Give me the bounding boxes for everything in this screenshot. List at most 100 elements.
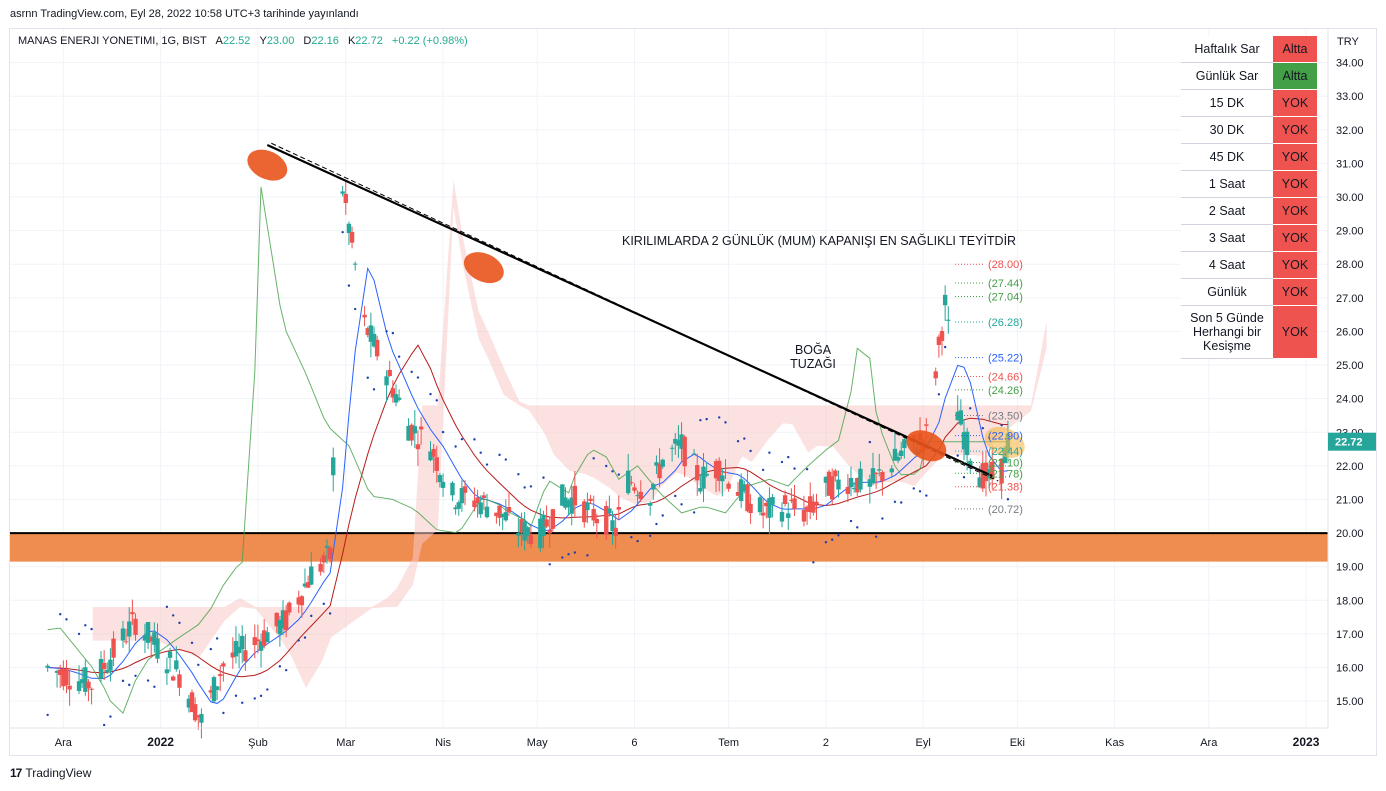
sar-dot [241, 701, 244, 704]
sar-dot [165, 605, 169, 609]
sar-dot [592, 457, 595, 460]
signal-status: YOK [1273, 143, 1317, 171]
candle-body [657, 463, 662, 479]
touch-mark [984, 426, 1025, 458]
candle-body [826, 471, 832, 496]
candle-body [946, 319, 951, 321]
candle-body [695, 465, 700, 481]
candle-body [638, 491, 643, 499]
footer[interactable]: 17 TradingView [10, 766, 91, 780]
touch-mark [247, 149, 288, 181]
sar-dot [171, 614, 175, 617]
signal-row: 4 Saat YOK [1181, 251, 1317, 279]
y-tick-label: 26.00 [1336, 326, 1364, 338]
y-tick-label: 19.00 [1336, 562, 1364, 574]
signal-name: 3 Saat [1181, 224, 1273, 252]
sar-dot [912, 487, 915, 490]
candle-body [673, 438, 678, 444]
sar-dot [617, 473, 620, 476]
sar-dot [749, 449, 752, 453]
x-tick-label: Eyl [916, 737, 931, 749]
signal-name: Günlük [1181, 278, 1273, 306]
candle-body [999, 458, 1004, 484]
candle-body [745, 484, 750, 512]
y-tick-label: 27.00 [1336, 293, 1364, 305]
candle-body [635, 495, 640, 497]
chart-frame[interactable] [9, 28, 1377, 756]
candle-body [406, 425, 411, 441]
x-tick-label: 2 [823, 737, 829, 749]
candle-body [170, 676, 176, 681]
sar-dot [837, 534, 840, 537]
x-tick-label: Şub [248, 737, 268, 749]
candle-body [478, 502, 483, 515]
candle-body [305, 582, 311, 588]
sar-dot [454, 445, 457, 448]
candle-body [588, 498, 593, 502]
candle-body [456, 502, 461, 509]
candle-body [594, 518, 600, 524]
close-value: 22.72 [355, 35, 383, 47]
candle-body [632, 487, 637, 491]
parabolic-sar [46, 230, 1010, 727]
sar-dot [523, 486, 526, 489]
candle-body [396, 397, 402, 400]
sar-dot [460, 437, 464, 441]
candle-body [968, 460, 973, 466]
x-tick-label: Eki [1010, 737, 1025, 749]
sar-dot [391, 331, 395, 335]
candle-body [713, 461, 719, 479]
candle-body [541, 514, 546, 537]
sar-dot [962, 476, 966, 479]
sar-dot [385, 330, 388, 333]
signal-name: Son 5 Günde Herhangi bir Kesişme [1181, 305, 1273, 359]
sar-dot [121, 679, 125, 683]
sar-dot [297, 639, 300, 642]
signal-status: YOK [1273, 278, 1317, 306]
x-tick-label: Nis [435, 737, 451, 749]
candle-body [108, 659, 113, 671]
candle-body [459, 487, 465, 504]
candle-body [895, 456, 901, 461]
sar-dot [215, 637, 219, 640]
candle-body [550, 509, 556, 529]
y-tick-label: 30.00 [1336, 192, 1364, 204]
sar-dot [680, 503, 683, 506]
candle-body [735, 492, 741, 496]
candle-body [723, 471, 728, 474]
sar-dot [410, 370, 413, 374]
close-label: K [347, 35, 356, 47]
cloud-area [92, 179, 1047, 688]
candle-body [851, 488, 857, 490]
cross-line2: Herhangi bir [1192, 325, 1262, 339]
candle-body [98, 659, 104, 679]
candle-body [961, 432, 967, 450]
sar-dot [372, 388, 376, 391]
candle-body [261, 630, 267, 646]
candle-body [604, 506, 609, 535]
candle-body [757, 497, 763, 513]
candle-body [933, 371, 938, 379]
candle-body [240, 635, 245, 650]
candle-body [679, 434, 684, 449]
x-tick-label: 2023 [1293, 735, 1320, 749]
sar-dot [278, 665, 282, 668]
candle-body [371, 333, 377, 347]
candle-body [142, 635, 148, 641]
signal-table: Haftalık Sar Altta Günlük Sar Altta 15 DK YOK… [1181, 36, 1317, 359]
sar-dot [46, 713, 49, 717]
candle-body [277, 619, 283, 635]
y-tick-label: 20.00 [1336, 528, 1364, 540]
last-price-tag [1328, 432, 1376, 451]
level-label: (23.50) [988, 410, 1023, 422]
y-tick-label: 25.00 [1336, 360, 1364, 372]
candle-body [720, 475, 725, 482]
candle-body [742, 484, 747, 491]
candle-body [990, 461, 995, 480]
candle-body [152, 632, 157, 645]
candle-body [544, 519, 549, 527]
brand-name[interactable]: TradingView [25, 766, 92, 780]
candle-body [563, 497, 568, 508]
sar-dot [586, 554, 589, 557]
